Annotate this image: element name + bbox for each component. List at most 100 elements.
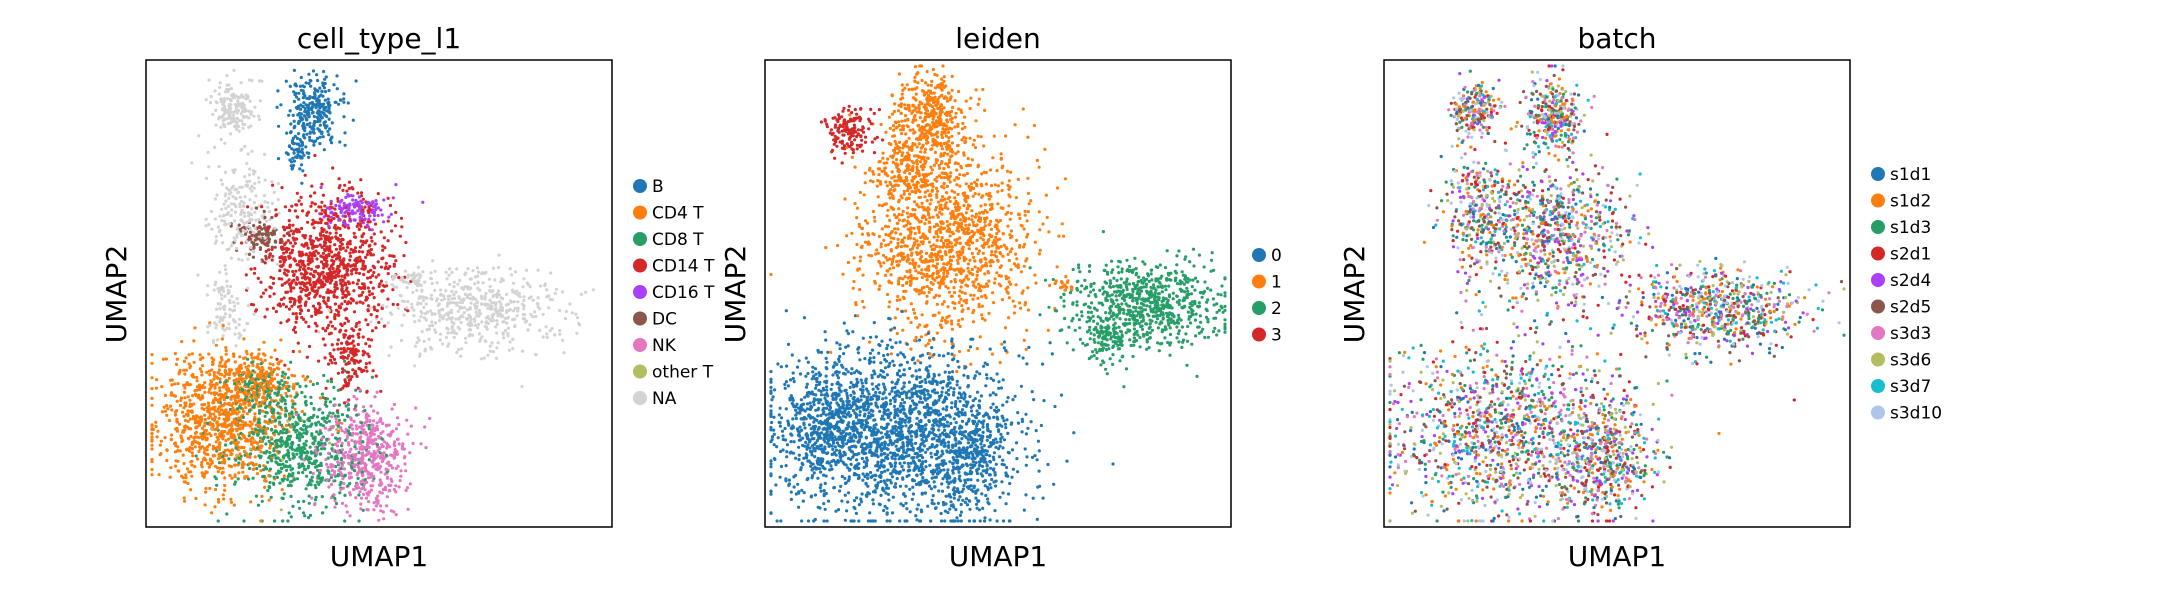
scatter-point xyxy=(327,107,331,111)
scatter-point xyxy=(248,198,252,202)
scatter-point xyxy=(282,441,287,445)
scatter-point xyxy=(321,81,325,85)
scatter-point xyxy=(213,475,217,479)
scatter-point xyxy=(250,184,254,188)
scatter-point xyxy=(483,297,487,301)
scatter-point xyxy=(314,249,318,253)
scatter-point xyxy=(403,455,407,459)
scatter-point xyxy=(307,419,311,423)
scatter-point xyxy=(308,138,312,142)
scatter-point xyxy=(381,248,385,252)
scatter-point xyxy=(237,323,241,327)
scatter-point xyxy=(250,427,254,431)
scatter-point xyxy=(312,413,316,417)
scatter-point xyxy=(328,240,332,244)
scatter-point xyxy=(371,286,375,290)
scatter-point xyxy=(380,213,384,217)
scatter-point xyxy=(405,486,410,490)
scatter-point xyxy=(257,374,262,378)
scatter-point xyxy=(221,454,225,459)
scatter-point xyxy=(341,452,345,456)
scatter-point xyxy=(207,404,211,408)
scatter-point xyxy=(435,281,439,285)
scatter-point xyxy=(150,435,154,439)
scatter-point xyxy=(244,365,248,369)
scatter-point xyxy=(249,375,253,379)
scatter-point xyxy=(241,377,245,381)
scatter-point xyxy=(337,418,341,422)
scatter-point xyxy=(354,324,358,329)
scatter-point xyxy=(239,148,243,152)
scatter-point xyxy=(357,360,361,364)
scatter-point xyxy=(322,148,326,152)
scatter-point xyxy=(361,259,366,264)
scatter-point xyxy=(271,254,275,258)
scatter-point xyxy=(206,330,210,335)
scatter-point xyxy=(387,489,391,493)
scatter-point xyxy=(217,290,221,294)
scatter-point xyxy=(501,320,505,324)
scatter-point xyxy=(304,272,308,276)
scatter-point xyxy=(242,328,246,332)
scatter-point xyxy=(243,476,247,480)
scatter-point xyxy=(341,460,345,465)
scatter-point xyxy=(346,280,350,284)
scatter-point xyxy=(304,399,308,403)
scatter-point xyxy=(227,457,231,461)
scatter-point xyxy=(391,302,395,306)
scatter-point xyxy=(366,337,371,341)
scatter-point xyxy=(281,371,285,375)
scatter-point xyxy=(341,370,345,374)
scatter-point xyxy=(258,402,262,406)
scatter-point xyxy=(297,260,302,264)
scatter-point xyxy=(312,406,316,411)
scatter-point xyxy=(190,441,194,445)
scatter-point xyxy=(245,373,249,377)
scatter-point xyxy=(359,507,363,511)
scatter-point xyxy=(516,293,520,297)
scatter-point xyxy=(298,311,302,316)
scatter-point xyxy=(547,294,551,298)
scatter-point xyxy=(196,415,200,419)
scatter-point xyxy=(236,226,240,230)
scatter-point xyxy=(214,487,218,492)
scatter-point xyxy=(228,307,232,312)
scatter-point xyxy=(251,476,255,480)
scatter-point xyxy=(273,439,277,443)
scatter-point xyxy=(240,445,244,449)
scatter-point xyxy=(271,281,275,285)
scatter-point xyxy=(189,434,193,438)
scatter-point xyxy=(228,298,232,302)
scatter-point xyxy=(374,202,379,206)
scatter-point xyxy=(245,393,249,397)
scatter-point xyxy=(186,481,190,486)
scatter-point xyxy=(413,364,417,368)
scatter-point xyxy=(545,288,549,292)
scatter-point xyxy=(311,96,315,100)
scatter-point xyxy=(417,296,421,301)
scatter-point xyxy=(310,475,314,479)
scatter-point xyxy=(208,486,212,490)
scatter-point xyxy=(253,238,257,242)
scatter-point xyxy=(558,332,562,336)
scatter-point xyxy=(407,281,411,285)
scatter-point xyxy=(216,423,220,427)
scatter-point xyxy=(279,321,283,325)
scatter-point xyxy=(173,441,178,445)
scatter-point xyxy=(212,340,216,345)
scatter-point xyxy=(250,149,254,153)
scatter-point xyxy=(512,300,516,304)
scatter-point xyxy=(189,403,193,407)
scatter-point xyxy=(364,469,369,473)
scatter-point xyxy=(584,290,588,294)
scatter-point xyxy=(150,361,154,365)
scatter-point xyxy=(301,209,305,213)
scatter-point xyxy=(173,352,177,356)
scatter-point xyxy=(223,418,228,422)
scatter-point xyxy=(361,492,366,496)
scatter-point xyxy=(383,246,387,250)
scatter-point xyxy=(249,452,253,456)
scatter-point xyxy=(363,205,367,209)
scatter-point xyxy=(384,280,388,284)
scatter-point xyxy=(275,475,279,479)
